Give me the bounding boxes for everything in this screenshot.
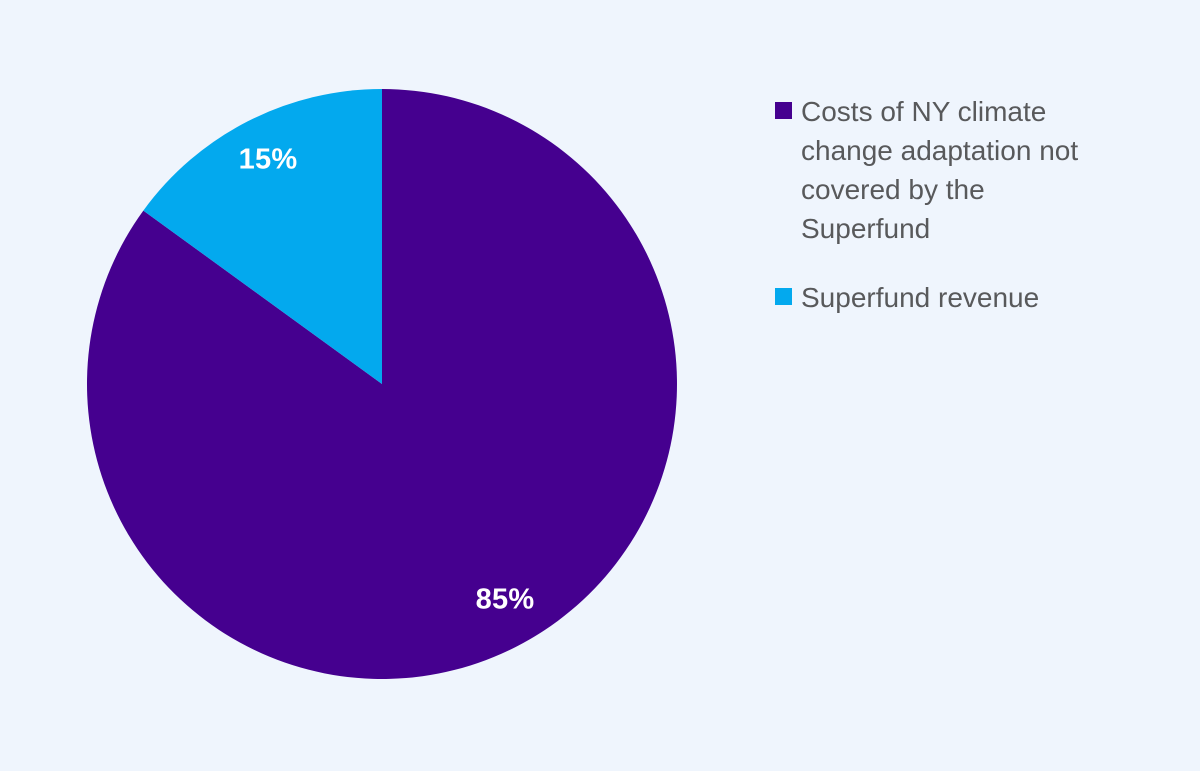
legend-item-costs[interactable]: Costs of NY climate change adaptation no…	[775, 92, 1175, 248]
pie-slice-costs[interactable]	[86, 89, 677, 679]
legend: Costs of NY climate change adaptation no…	[775, 92, 1175, 347]
pie-svg	[86, 89, 677, 679]
legend-label-costs: Costs of NY climate change adaptation no…	[801, 96, 1079, 244]
pie-slice-label-costs: 85%	[475, 583, 535, 616]
pie-slice-superfund-revenue[interactable]	[143, 89, 382, 384]
legend-swatch-icon-costs	[775, 102, 792, 119]
legend-swatch-icon-superfund-revenue	[775, 288, 792, 305]
pie-plot-area: 85% 15%	[86, 89, 677, 679]
legend-item-superfund-revenue[interactable]: Superfund revenue	[775, 278, 1175, 317]
pie-slices	[86, 89, 677, 679]
legend-label-superfund-revenue: Superfund revenue	[801, 282, 1040, 313]
pie-slice-label-superfund-revenue: 15%	[238, 143, 298, 176]
